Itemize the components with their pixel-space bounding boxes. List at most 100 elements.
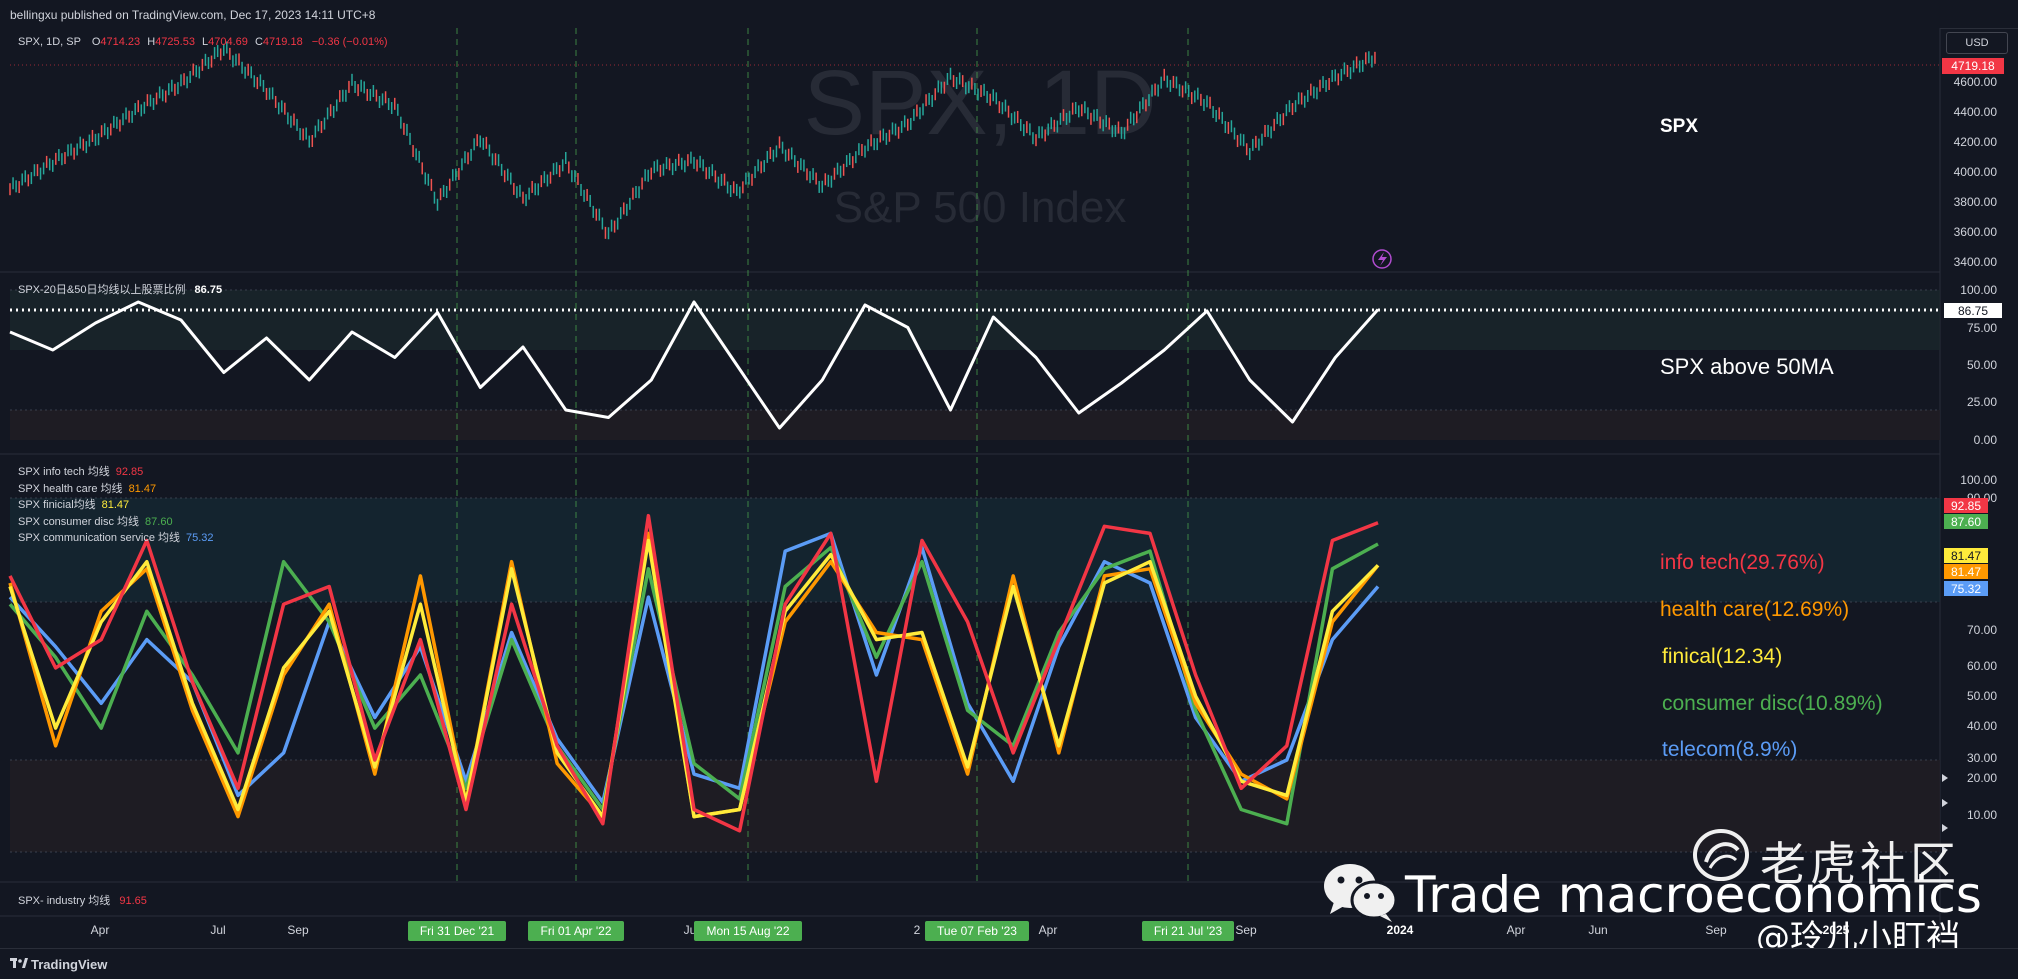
sector-legend-value: 92.85 bbox=[115, 466, 144, 478]
sector-legend-row[interactable]: SPX info tech 均线 92.85 bbox=[18, 464, 214, 481]
publish-header: bellingxu published on TradingView.com, … bbox=[0, 0, 2018, 29]
sector-tick: 20.00 bbox=[1967, 771, 1997, 785]
price-axis: 4600.00 4400.00 4200.00 4000.00 3800.00 3600.… bbox=[1942, 58, 2004, 854]
time-tick: 2024 bbox=[1387, 923, 1414, 937]
sector-line-3 bbox=[8, 542, 1379, 826]
tradingview-logo-text: TradingView bbox=[31, 957, 108, 972]
above-50ma-line bbox=[9, 300, 1380, 430]
tiger-logo-icon bbox=[1693, 829, 1749, 881]
breadth-indicator-name[interactable]: SPX-20日&50日均线以上股票比例 bbox=[18, 284, 186, 296]
time-tick: Jul bbox=[210, 923, 225, 937]
pane1-legend: SPX, 1D, SP O4714.23 H4725.53 L4704.69 C… bbox=[18, 36, 388, 48]
breadth-tick: 25.00 bbox=[1967, 395, 1997, 409]
sector-weight-label: finical(12.34) bbox=[1662, 645, 1783, 668]
scale-marker bbox=[1942, 824, 1948, 832]
price-tick: 3600.00 bbox=[1954, 225, 1998, 239]
sector-tick: 100.00 bbox=[1960, 473, 1997, 487]
price-tick: 3400.00 bbox=[1954, 255, 1998, 269]
sector-value-badge bbox=[1944, 564, 1988, 579]
time-tick: Sep bbox=[1705, 923, 1727, 937]
high-label: H bbox=[147, 36, 156, 48]
time-axis: Apr Jul Sep Ju 2 Apr Sep 2024 Apr Jun Sep 2025 Fri 3… bbox=[91, 921, 1850, 941]
publish-info: bellingxu published on TradingView.com, … bbox=[10, 8, 376, 22]
sector-legend-row[interactable]: SPX consumer disc 均线 87.60 bbox=[18, 514, 214, 531]
scale-marker bbox=[1942, 846, 1948, 854]
sector-legend-name: SPX health care 均线 bbox=[18, 482, 123, 495]
breadth-value-badge bbox=[1944, 303, 2002, 318]
industry-indicator-name[interactable]: SPX- industry 均线 bbox=[18, 895, 111, 907]
watermark-subtitle: S&P 500 Index bbox=[834, 183, 1127, 232]
sector-legend-name: SPX consumer disc 均线 bbox=[18, 515, 140, 528]
last-price-value: 4719.18 bbox=[1951, 59, 1995, 73]
low-label: L bbox=[202, 36, 209, 48]
spx-label: SPX bbox=[1660, 116, 1699, 137]
sector-tick: 70.00 bbox=[1967, 623, 1997, 637]
sector-value-badge-text: 92.85 bbox=[1951, 499, 1981, 513]
channel-watermark: Trade macroeconomics bbox=[1405, 866, 1982, 924]
sector-legend-value: 87.60 bbox=[145, 515, 173, 528]
tradingview-logo[interactable]: TradingView bbox=[10, 957, 107, 972]
sector-legend-row[interactable]: SPX health care 均线 81.47 bbox=[18, 481, 214, 498]
chart-canvas[interactable]: SPX, 1D S&P 500 Index 4600.00 4400.00 4200… bbox=[0, 28, 2018, 948]
close-value: 4719.18 bbox=[262, 36, 303, 48]
sector-tick: 50.00 bbox=[1967, 689, 1997, 703]
sector-tick: 40.00 bbox=[1967, 719, 1997, 733]
sector-legend-value: 75.32 bbox=[186, 532, 214, 544]
scale-marker bbox=[1942, 774, 1948, 782]
event-date-badge bbox=[925, 921, 1029, 941]
time-tick: Sep bbox=[287, 923, 309, 937]
sector-value-badge bbox=[1944, 581, 1988, 596]
breadth-tick: 75.00 bbox=[1967, 321, 1997, 335]
high-value: 4725.53 bbox=[155, 36, 195, 48]
sector-value-badge-text: 81.47 bbox=[1951, 565, 1981, 579]
currency-button[interactable]: USD bbox=[1946, 32, 2008, 54]
sector-legend-value: 81.47 bbox=[128, 482, 157, 495]
price-tick: 4600.00 bbox=[1954, 75, 1998, 89]
sector-legend-name: SPX info tech 均线 bbox=[18, 466, 110, 478]
industry-indicator-value: 91.65 bbox=[119, 895, 147, 907]
above-50ma-label: SPX above 50MA bbox=[1660, 354, 1834, 379]
breadth-tick: 100.00 bbox=[1960, 283, 1997, 297]
sector-legend-row[interactable]: SPX communication service 均线 75.32 bbox=[18, 530, 214, 547]
sector-series bbox=[8, 513, 1380, 833]
sector-line-0 bbox=[8, 513, 1379, 833]
time-tick: Apr bbox=[1507, 923, 1526, 937]
pane3-legend: SPX info tech 均线 92.85 SPX health care 均线 8… bbox=[18, 464, 214, 547]
sector-weight-label: consumer disc(10.89%) bbox=[1662, 692, 1883, 715]
sector-value-badge bbox=[1944, 514, 1988, 529]
breadth-tick: 50.00 bbox=[1967, 358, 1997, 372]
event-date-badge bbox=[1142, 921, 1234, 941]
sector-legend-name: SPX communication service 均线 bbox=[18, 532, 180, 544]
breadth-indicator-value: 86.75 bbox=[194, 284, 223, 296]
event-date-label: Fri 01 Apr '22 bbox=[541, 924, 612, 938]
breadth-value-badge-text: 86.75 bbox=[1958, 304, 1988, 318]
above-50ma-series bbox=[9, 300, 1380, 430]
time-tick: Jun bbox=[1588, 923, 1607, 937]
footer-bar: TradingView bbox=[0, 948, 2018, 979]
time-tick: Ju bbox=[684, 923, 697, 937]
sector-legend-row[interactable]: SPX finicial均线 81.47 bbox=[18, 497, 214, 514]
time-tick: Sep bbox=[1235, 923, 1257, 937]
change-value: −0.36 (−0.01%) bbox=[311, 36, 388, 48]
symbol-label[interactable]: SPX, 1D, SP bbox=[18, 36, 81, 48]
tradingview-logo-icon bbox=[10, 958, 28, 968]
sector-value-badge bbox=[1944, 498, 1988, 513]
event-date-badge bbox=[528, 921, 624, 941]
scale-marker bbox=[1942, 799, 1948, 807]
spx-price-series bbox=[9, 41, 1376, 240]
event-date-badge bbox=[694, 921, 802, 941]
social-watermark: 老虎社区 Trade macroeconomics @玲儿小盯裆 bbox=[1320, 828, 2000, 958]
pane4-legend: SPX- industry 均线 91.65 bbox=[18, 892, 147, 908]
time-tick: 2 bbox=[914, 923, 921, 937]
sector-weight-label: telecom(8.9%) bbox=[1662, 738, 1798, 761]
breadth-tick: 0.00 bbox=[1974, 433, 1998, 447]
last-price-badge bbox=[1942, 58, 2004, 74]
sector-tick: 60.00 bbox=[1967, 659, 1997, 673]
sector-tick: 10.00 bbox=[1967, 808, 1997, 822]
lightning-icon[interactable] bbox=[1372, 249, 1392, 269]
sector-weight-label: info tech(29.76%) bbox=[1660, 551, 1825, 574]
price-tick: 4200.00 bbox=[1954, 135, 1998, 149]
event-date-label: Mon 15 Aug '22 bbox=[706, 924, 789, 938]
watermark-title: SPX, 1D bbox=[804, 52, 1157, 154]
